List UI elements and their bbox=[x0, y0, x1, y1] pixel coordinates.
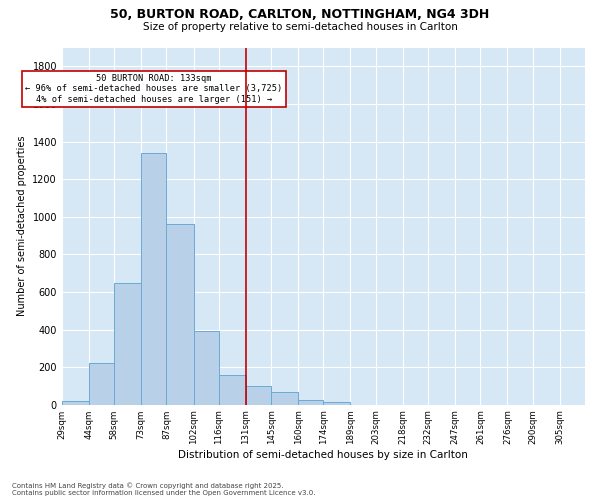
Bar bbox=[271, 392, 298, 404]
Text: Contains public sector information licensed under the Open Government Licence v3: Contains public sector information licen… bbox=[12, 490, 316, 496]
Bar bbox=[141, 153, 166, 405]
Bar bbox=[89, 364, 114, 405]
Bar bbox=[166, 224, 194, 404]
Bar bbox=[219, 374, 246, 404]
X-axis label: Distribution of semi-detached houses by size in Carlton: Distribution of semi-detached houses by … bbox=[178, 450, 469, 460]
Text: Size of property relative to semi-detached houses in Carlton: Size of property relative to semi-detach… bbox=[143, 22, 457, 32]
Text: 50, BURTON ROAD, CARLTON, NOTTINGHAM, NG4 3DH: 50, BURTON ROAD, CARLTON, NOTTINGHAM, NG… bbox=[110, 8, 490, 20]
Bar bbox=[323, 402, 350, 404]
Bar bbox=[114, 282, 141, 405]
Bar bbox=[298, 400, 323, 404]
Bar bbox=[62, 401, 89, 404]
Bar bbox=[246, 386, 271, 404]
Y-axis label: Number of semi-detached properties: Number of semi-detached properties bbox=[17, 136, 27, 316]
Bar bbox=[194, 332, 219, 404]
Text: 50 BURTON ROAD: 133sqm
← 96% of semi-detached houses are smaller (3,725)
4% of s: 50 BURTON ROAD: 133sqm ← 96% of semi-det… bbox=[25, 74, 283, 104]
Text: Contains HM Land Registry data © Crown copyright and database right 2025.: Contains HM Land Registry data © Crown c… bbox=[12, 482, 284, 489]
